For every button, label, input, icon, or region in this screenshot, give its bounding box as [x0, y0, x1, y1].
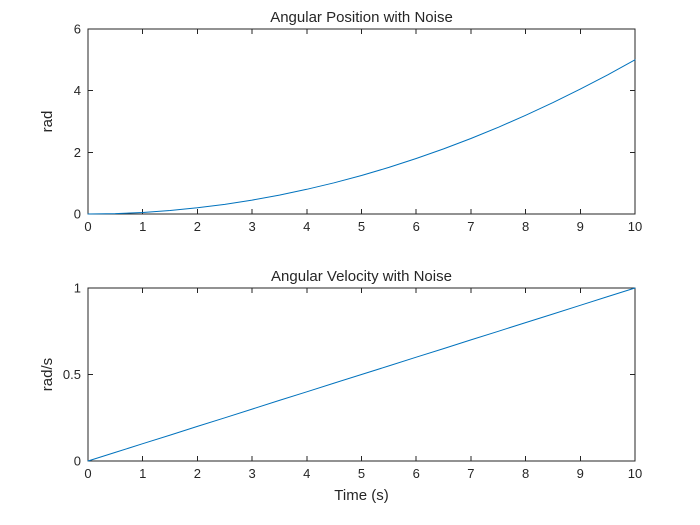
series-line-angular-velocity [87, 287, 636, 462]
x-tick-label: 4 [303, 466, 310, 481]
x-tick-label: 10 [628, 466, 642, 481]
y-tick-label: 6 [74, 22, 81, 37]
y-axis-label: rad [39, 111, 56, 133]
plot-title: Angular Velocity with Noise [271, 268, 452, 285]
x-tick-label: 3 [248, 466, 255, 481]
y-tick-label: 0 [74, 454, 81, 469]
x-tick-label: 6 [413, 466, 420, 481]
x-tick-label: 0 [84, 219, 91, 234]
x-tick-label: 8 [522, 219, 529, 234]
x-tick-label: 8 [522, 466, 529, 481]
x-tick-label: 7 [467, 466, 474, 481]
y-tick-label: 0.5 [63, 367, 81, 382]
x-tick-label: 0 [84, 466, 91, 481]
x-tick-label: 6 [413, 219, 420, 234]
tick-marks [87, 287, 636, 462]
x-tick-label: 9 [577, 466, 584, 481]
x-tick-label: 5 [358, 466, 365, 481]
y-tick-label: 0 [74, 207, 81, 222]
plot-title: Angular Position with Noise [270, 9, 453, 26]
x-tick-label: 2 [194, 466, 201, 481]
x-tick-label: 10 [628, 219, 642, 234]
x-tick-label: 5 [358, 219, 365, 234]
x-tick-label: 1 [139, 466, 146, 481]
x-tick-label: 7 [467, 219, 474, 234]
x-tick-label: 1 [139, 219, 146, 234]
subplot-1: 0 1 2 3 4 5 6 7 8 9 10 0 2 4 6 Angular Position with No… [39, 9, 642, 234]
x-tick-label: 4 [303, 219, 310, 234]
y-tick-label: 2 [74, 145, 81, 160]
plot-box [87, 28, 636, 215]
y-axis-label: rad/s [39, 358, 56, 391]
y-tick-label: 4 [74, 83, 81, 98]
x-tick-label: 2 [194, 219, 201, 234]
x-axis-label: Time (s) [334, 487, 388, 504]
series-line-angular-position [87, 59, 636, 215]
x-tick-label: 3 [248, 219, 255, 234]
subplot-2: 0 1 2 3 4 5 6 7 8 9 10 0 0.5 1 Angular Velocity with N… [39, 268, 642, 504]
x-tick-label: 9 [577, 219, 584, 234]
y-tick-label: 1 [74, 281, 81, 296]
